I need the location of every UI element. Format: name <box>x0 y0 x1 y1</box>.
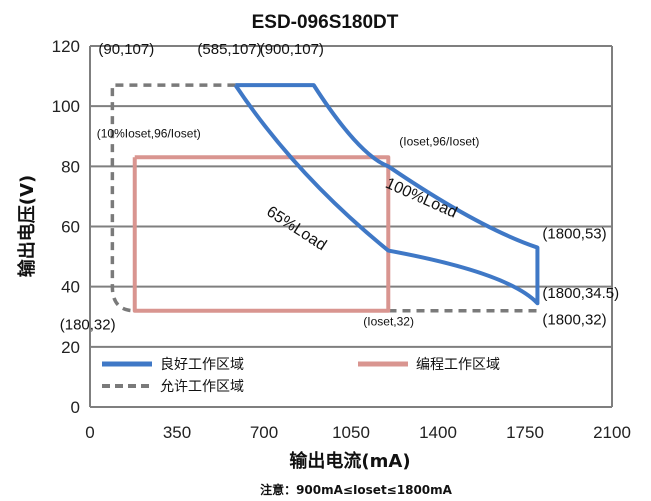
data-annotation: (1800,34.5) <box>542 285 619 302</box>
y-tick-label: 100 <box>52 97 80 116</box>
y-tick-label: 60 <box>61 218 80 237</box>
x-tick-label: 2100 <box>593 423 631 442</box>
y-tick-label: 120 <box>52 37 80 56</box>
x-tick-label: 1750 <box>506 423 544 442</box>
legend-label-program: 编程工作区域 <box>416 357 500 373</box>
y-tick-label: 0 <box>71 398 80 417</box>
data-annotation: (90,107) <box>98 41 154 58</box>
curve-label: 65%Load <box>263 203 329 254</box>
data-annotation: (1800,32) <box>542 312 606 329</box>
y-axis-label: 输出电压(V) <box>16 175 38 277</box>
series-line-allowed-area <box>110 83 538 313</box>
legend: 良好工作区域 编程工作区域 允许工作区域 <box>102 357 500 395</box>
tick-layer: 0 20 40 60 80 100 120 0 350 700 1050 1400 1750 2100 <box>52 37 631 442</box>
data-annotation: (Ioset,96/Ioset) <box>399 134 479 148</box>
legend-label-good: 良好工作区域 <box>160 357 244 373</box>
x-axis-label: 输出电流(mA) <box>289 450 410 472</box>
y-tick-label: 40 <box>61 278 80 297</box>
series-layer <box>110 83 540 313</box>
data-annotation: (10%Ioset,96/Ioset) <box>97 126 201 140</box>
chart-note: 注意：900mA≤Ioset≤1800mA <box>260 482 453 497</box>
x-tick-label: 700 <box>250 423 278 442</box>
data-annotation: (900,107) <box>260 41 324 58</box>
grid-layer <box>89 45 613 408</box>
x-tick-label: 350 <box>163 423 191 442</box>
y-tick-label: 80 <box>61 157 80 176</box>
series-line-good-area <box>233 83 540 306</box>
x-tick-label: 1400 <box>419 423 457 442</box>
data-annotation: (585,107) <box>197 41 261 58</box>
data-annotation: (1800,53) <box>542 226 606 243</box>
y-tick-label: 20 <box>61 338 80 357</box>
series-line-program-area <box>132 155 391 313</box>
x-tick-label: 0 <box>85 423 94 442</box>
legend-label-allowed: 允许工作区域 <box>160 379 244 395</box>
data-annotation: (Ioset,32) <box>363 315 414 329</box>
x-tick-label: 1050 <box>332 423 370 442</box>
chart-title: ESD-096S180DT <box>252 12 399 33</box>
data-annotation: (180,32) <box>60 317 116 334</box>
curve-label: 100%Load <box>383 175 460 222</box>
